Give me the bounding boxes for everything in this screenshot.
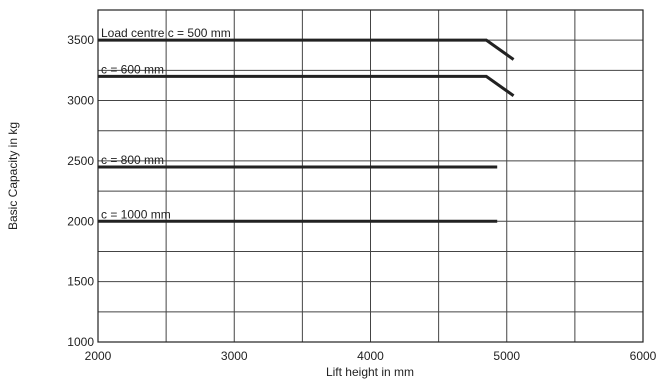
series-label: c = 1000 mm: [101, 207, 171, 221]
series-line: [98, 38, 515, 61]
x-tick-label: 5000: [493, 349, 520, 363]
series-label: c = 800 mm: [101, 153, 164, 167]
y-tick-label: 2500: [67, 154, 94, 168]
x-tick-label: 4000: [357, 349, 384, 363]
y-tick-label: 1500: [67, 275, 94, 289]
x-tick-label: 6000: [630, 349, 657, 363]
y-tick-label: 1000: [67, 335, 94, 349]
y-tick-label: 3500: [67, 33, 94, 47]
series-label: c = 600 mm: [101, 62, 164, 76]
series-label: Load centre c = 500 mm: [101, 26, 231, 40]
y-tick-label: 3000: [67, 94, 94, 108]
plot-frame: [97, 9, 644, 343]
x-tick-label: 3000: [221, 349, 248, 363]
y-axis-title: Basic Capacity in kg: [6, 122, 20, 230]
x-axis-title: Lift height in mm: [326, 365, 414, 379]
y-tick-label: 2000: [67, 214, 94, 228]
series-line: [98, 74, 515, 97]
x-tick-label: 2000: [85, 349, 112, 363]
